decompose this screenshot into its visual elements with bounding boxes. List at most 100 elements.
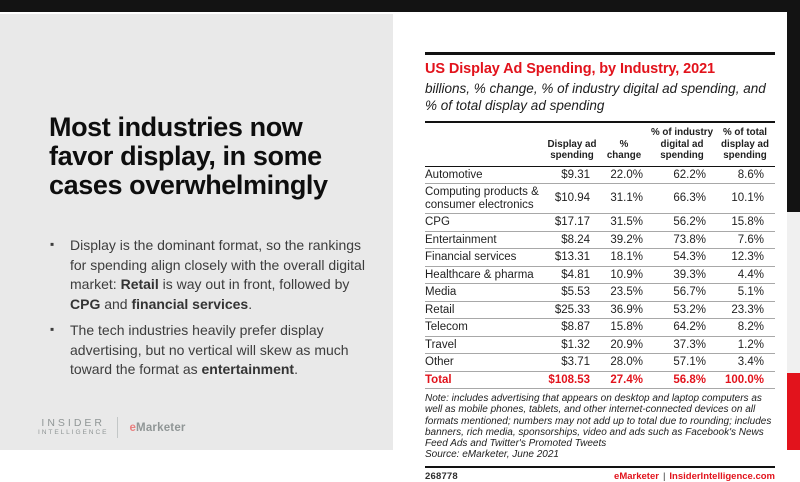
row-value: 31.1% (599, 183, 649, 214)
row-label: Telecom (425, 318, 545, 337)
logo-line-intelligence: INTELLIGENCE (38, 429, 109, 436)
row-value: 10.9% (599, 266, 649, 284)
insider-intelligence-logo: INSIDER INTELLIGENCE eMarketer (38, 417, 186, 438)
row-value: 8.6% (715, 166, 775, 184)
chart-note: Note: includes advertising that appears … (425, 393, 775, 461)
footer-site-link: InsiderIntelligence.com (669, 470, 775, 482)
logo-line-insider: INSIDER (41, 417, 106, 429)
col-header-industry (425, 123, 545, 167)
row-value: 31.5% (599, 213, 649, 232)
right-strip-black (787, 0, 800, 212)
row-label: Media (425, 283, 545, 302)
col-header: % of industry digital ad spending (649, 123, 715, 167)
footer-emarketer: eMarketer (614, 470, 659, 482)
emarketer-logo-rest: Marketer (136, 421, 186, 434)
emarketer-chart: US Display Ad Spending, by Industry, 202… (425, 52, 775, 482)
row-value: 4.4% (715, 266, 775, 284)
emarketer-logo-e: e (129, 421, 137, 434)
slide-title: Most industries now favor display, in som… (49, 113, 328, 200)
col-header: % of total display ad spending (715, 123, 775, 167)
row-value: 3.4% (715, 353, 775, 372)
row-label: Financial services (425, 248, 545, 267)
row-value: 56.8% (649, 371, 715, 389)
slide-title-line: Most industries now (49, 112, 303, 142)
row-value: 56.2% (649, 213, 715, 232)
row-value: 27.4% (599, 371, 649, 389)
table-row: Computing products & consumer electronic… (425, 183, 775, 214)
row-value: 66.3% (649, 183, 715, 214)
row-value: 23.3% (715, 301, 775, 319)
table-row: Entertainment $8.24 39.2% 73.8% 7.6% (425, 231, 775, 249)
row-value: $3.71 (545, 353, 599, 372)
row-value: 1.2% (715, 336, 775, 354)
top-accent-bar (0, 0, 800, 12)
row-value: 100.0% (715, 371, 775, 389)
row-value: 39.3% (649, 266, 715, 284)
note-line: Note: includes advertising that appears … (425, 393, 772, 450)
logo-divider (117, 417, 119, 438)
slide-title-line: favor display, in some (49, 141, 322, 171)
row-value: 64.2% (649, 318, 715, 337)
row-value: $108.53 (545, 371, 599, 389)
row-value: 8.2% (715, 318, 775, 337)
row-label: Healthcare & pharma (425, 266, 545, 284)
table-row: Telecom $8.87 15.8% 64.2% 8.2% (425, 318, 775, 337)
table-row: Travel $1.32 20.9% 37.3% 1.2% (425, 336, 775, 354)
left-panel: Most industries now favor display, in som… (0, 14, 393, 450)
row-value: 73.8% (649, 231, 715, 249)
right-strip-red (787, 373, 800, 450)
bullet-list: Display is the dominant format, so the r… (49, 235, 371, 387)
row-value: 22.0% (599, 166, 649, 184)
table-row-total: Total $108.53 27.4% 56.8% 100.0% (425, 371, 775, 389)
row-value: 37.3% (649, 336, 715, 354)
row-label: Entertainment (425, 231, 545, 249)
row-value: 7.6% (715, 231, 775, 249)
table-row: Other $3.71 28.0% 57.1% 3.4% (425, 353, 775, 372)
row-label: Computing products & consumer electronic… (425, 183, 545, 214)
footer-divider: | (662, 470, 666, 482)
slide-title-line: cases overwhelmingly (49, 170, 328, 200)
table-row: Automotive $9.31 22.0% 62.2% 8.6% (425, 166, 775, 184)
chart-panel: US Display Ad Spending, by Industry, 202… (393, 12, 787, 482)
chart-title: US Display Ad Spending, by Industry, 202… (425, 52, 775, 77)
note-line: Source: eMarketer, June 2021 (425, 449, 559, 461)
row-label: Retail (425, 301, 545, 319)
chart-subtitle: billions, % change, % of industry digita… (425, 80, 775, 123)
bullet-item: The tech industries heavily prefer displ… (49, 320, 371, 380)
row-value: 12.3% (715, 248, 775, 267)
row-label: Total (425, 371, 545, 389)
row-value: 15.8% (599, 318, 649, 337)
row-label: CPG (425, 213, 545, 232)
row-value: 15.8% (715, 213, 775, 232)
row-value: $9.31 (545, 166, 599, 184)
row-value: $10.94 (545, 183, 599, 214)
col-header: % change (599, 123, 649, 167)
row-value: 57.1% (649, 353, 715, 372)
row-value: $1.32 (545, 336, 599, 354)
emarketer-logo: eMarketer (129, 422, 185, 434)
row-value: 23.5% (599, 283, 649, 302)
bullet-item: Display is the dominant format, so the r… (49, 235, 371, 314)
table-row: Retail $25.33 36.9% 53.2% 23.3% (425, 301, 775, 319)
table-row: Healthcare & pharma $4.81 10.9% 39.3% 4.4% (425, 266, 775, 284)
table-header: Display ad spending% change% of industry di… (425, 123, 775, 167)
table-row: CPG $17.17 31.5% 56.2% 15.8% (425, 213, 775, 232)
row-value: $8.24 (545, 231, 599, 249)
row-label: Automotive (425, 166, 545, 184)
row-value: 62.2% (649, 166, 715, 184)
row-label: Other (425, 353, 545, 372)
row-value: $5.53 (545, 283, 599, 302)
row-value: $8.87 (545, 318, 599, 337)
row-value: 5.1% (715, 283, 775, 302)
row-value: 56.7% (649, 283, 715, 302)
chart-footer: 268778 eMarketer | InsiderIntelligence.com (425, 465, 775, 482)
spending-table: Display ad spending% change% of industry di… (425, 123, 775, 389)
row-value: $17.17 (545, 213, 599, 232)
chart-id: 268778 (425, 470, 458, 482)
row-value: $4.81 (545, 266, 599, 284)
row-value: 53.2% (649, 301, 715, 319)
row-value: 54.3% (649, 248, 715, 267)
row-value: $25.33 (545, 301, 599, 319)
right-strip-gray (787, 212, 800, 373)
row-label: Travel (425, 336, 545, 354)
